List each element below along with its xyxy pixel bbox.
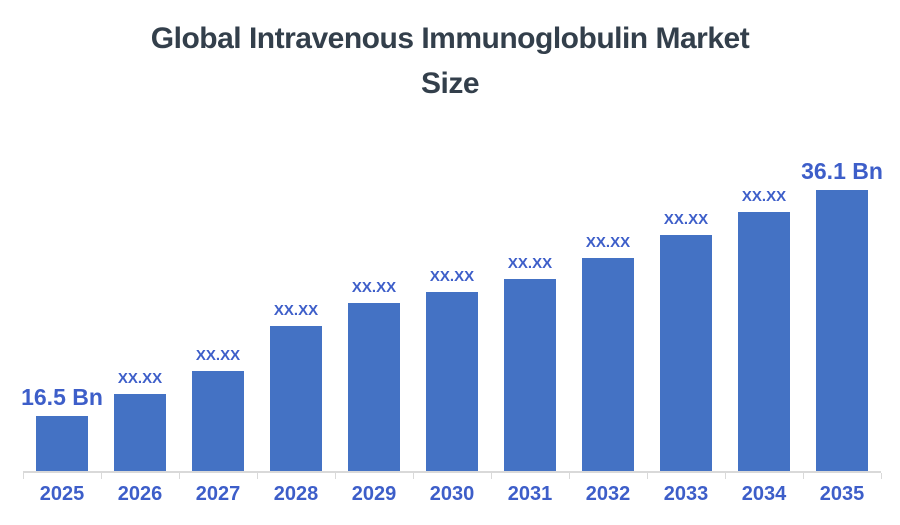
- x-axis-label-2027: 2027: [195, 483, 241, 505]
- bar-value-label-2026: XX.XX: [117, 370, 163, 387]
- x-axis-tick: [491, 473, 492, 479]
- bar-2028: [270, 326, 322, 472]
- bar-value-label-2035: 36.1 Bn: [801, 158, 883, 184]
- bar-2032: [582, 258, 634, 472]
- bar-2026: [114, 394, 166, 472]
- bar-column-2032: XX.XX: [569, 137, 647, 472]
- x-axis-label-2035: 2035: [819, 483, 865, 505]
- x-axis-labels: 2025 2026 2027 2028 2029 2030 2031 2032 2033 2034…: [23, 483, 881, 506]
- x-axis-label-2030: 2030: [429, 483, 475, 505]
- x-axis-label-2025: 2025: [39, 483, 85, 505]
- x-axis-label-2032: 2032: [585, 483, 631, 505]
- bar-value-label-2029: XX.XX: [351, 279, 397, 296]
- bar-column-2026: XX.XX: [101, 137, 179, 472]
- bar-2035: [816, 190, 868, 472]
- bar-column-2034: XX.XX: [725, 137, 803, 472]
- x-axis-tick: [725, 473, 726, 479]
- chart-title-line2: Size: [420, 67, 480, 100]
- x-axis-label-2033: 2033: [663, 483, 709, 505]
- bar-2029: [348, 303, 400, 472]
- bar-value-label-2030: XX.XX: [429, 268, 475, 285]
- x-axis-tick: [413, 473, 414, 479]
- bar-column-2030: XX.XX: [413, 137, 491, 472]
- x-axis-tick: [803, 473, 804, 479]
- bar-2031: [504, 279, 556, 472]
- bar-2027: [192, 371, 244, 472]
- chart-title: Global Intravenous Immunoglobulin Market…: [60, 16, 840, 106]
- bar-column-2033: XX.XX: [647, 137, 725, 472]
- x-axis-label-2031: 2031: [507, 483, 553, 505]
- bar-column-2035: 36.1 Bn: [801, 137, 883, 472]
- x-axis-tick: [569, 473, 570, 479]
- bar-value-label-2025: 16.5 Bn: [21, 384, 103, 410]
- bar-2025: [36, 416, 88, 472]
- x-axis-tick: [257, 473, 258, 479]
- x-axis-label-2034: 2034: [741, 483, 787, 505]
- bar-column-2031: XX.XX: [491, 137, 569, 472]
- x-axis-label-2026: 2026: [117, 483, 163, 505]
- bar-column-2028: XX.XX: [257, 137, 335, 472]
- bar-value-label-2031: XX.XX: [507, 255, 553, 272]
- plot-area: 16.5 Bn XX.XX XX.XX XX.XX XX.XX XX.XX XX.XX XX.…: [21, 137, 883, 472]
- x-axis-tick: [23, 473, 24, 479]
- x-axis-line: [23, 471, 881, 473]
- bar-value-label-2032: XX.XX: [585, 234, 631, 251]
- bar-value-label-2027: XX.XX: [195, 347, 241, 364]
- x-axis-label-2029: 2029: [351, 483, 397, 505]
- bar-2033: [660, 235, 712, 472]
- bar-value-label-2033: XX.XX: [663, 211, 709, 228]
- x-axis-tick: [101, 473, 102, 479]
- x-axis-tick: [179, 473, 180, 479]
- x-axis-tick: [335, 473, 336, 479]
- x-axis-label-2028: 2028: [273, 483, 319, 505]
- bar-2034: [738, 212, 790, 472]
- x-axis-tick: [647, 473, 648, 479]
- x-axis-tick: [881, 473, 882, 479]
- bar-column-2025: 16.5 Bn: [21, 137, 103, 472]
- bar-2030: [426, 292, 478, 472]
- bar-value-label-2028: XX.XX: [273, 302, 319, 319]
- bar-column-2027: XX.XX: [179, 137, 257, 472]
- chart-title-line1: Global Intravenous Immunoglobulin Market: [150, 22, 750, 55]
- bar-column-2029: XX.XX: [335, 137, 413, 472]
- bar-value-label-2034: XX.XX: [741, 188, 787, 205]
